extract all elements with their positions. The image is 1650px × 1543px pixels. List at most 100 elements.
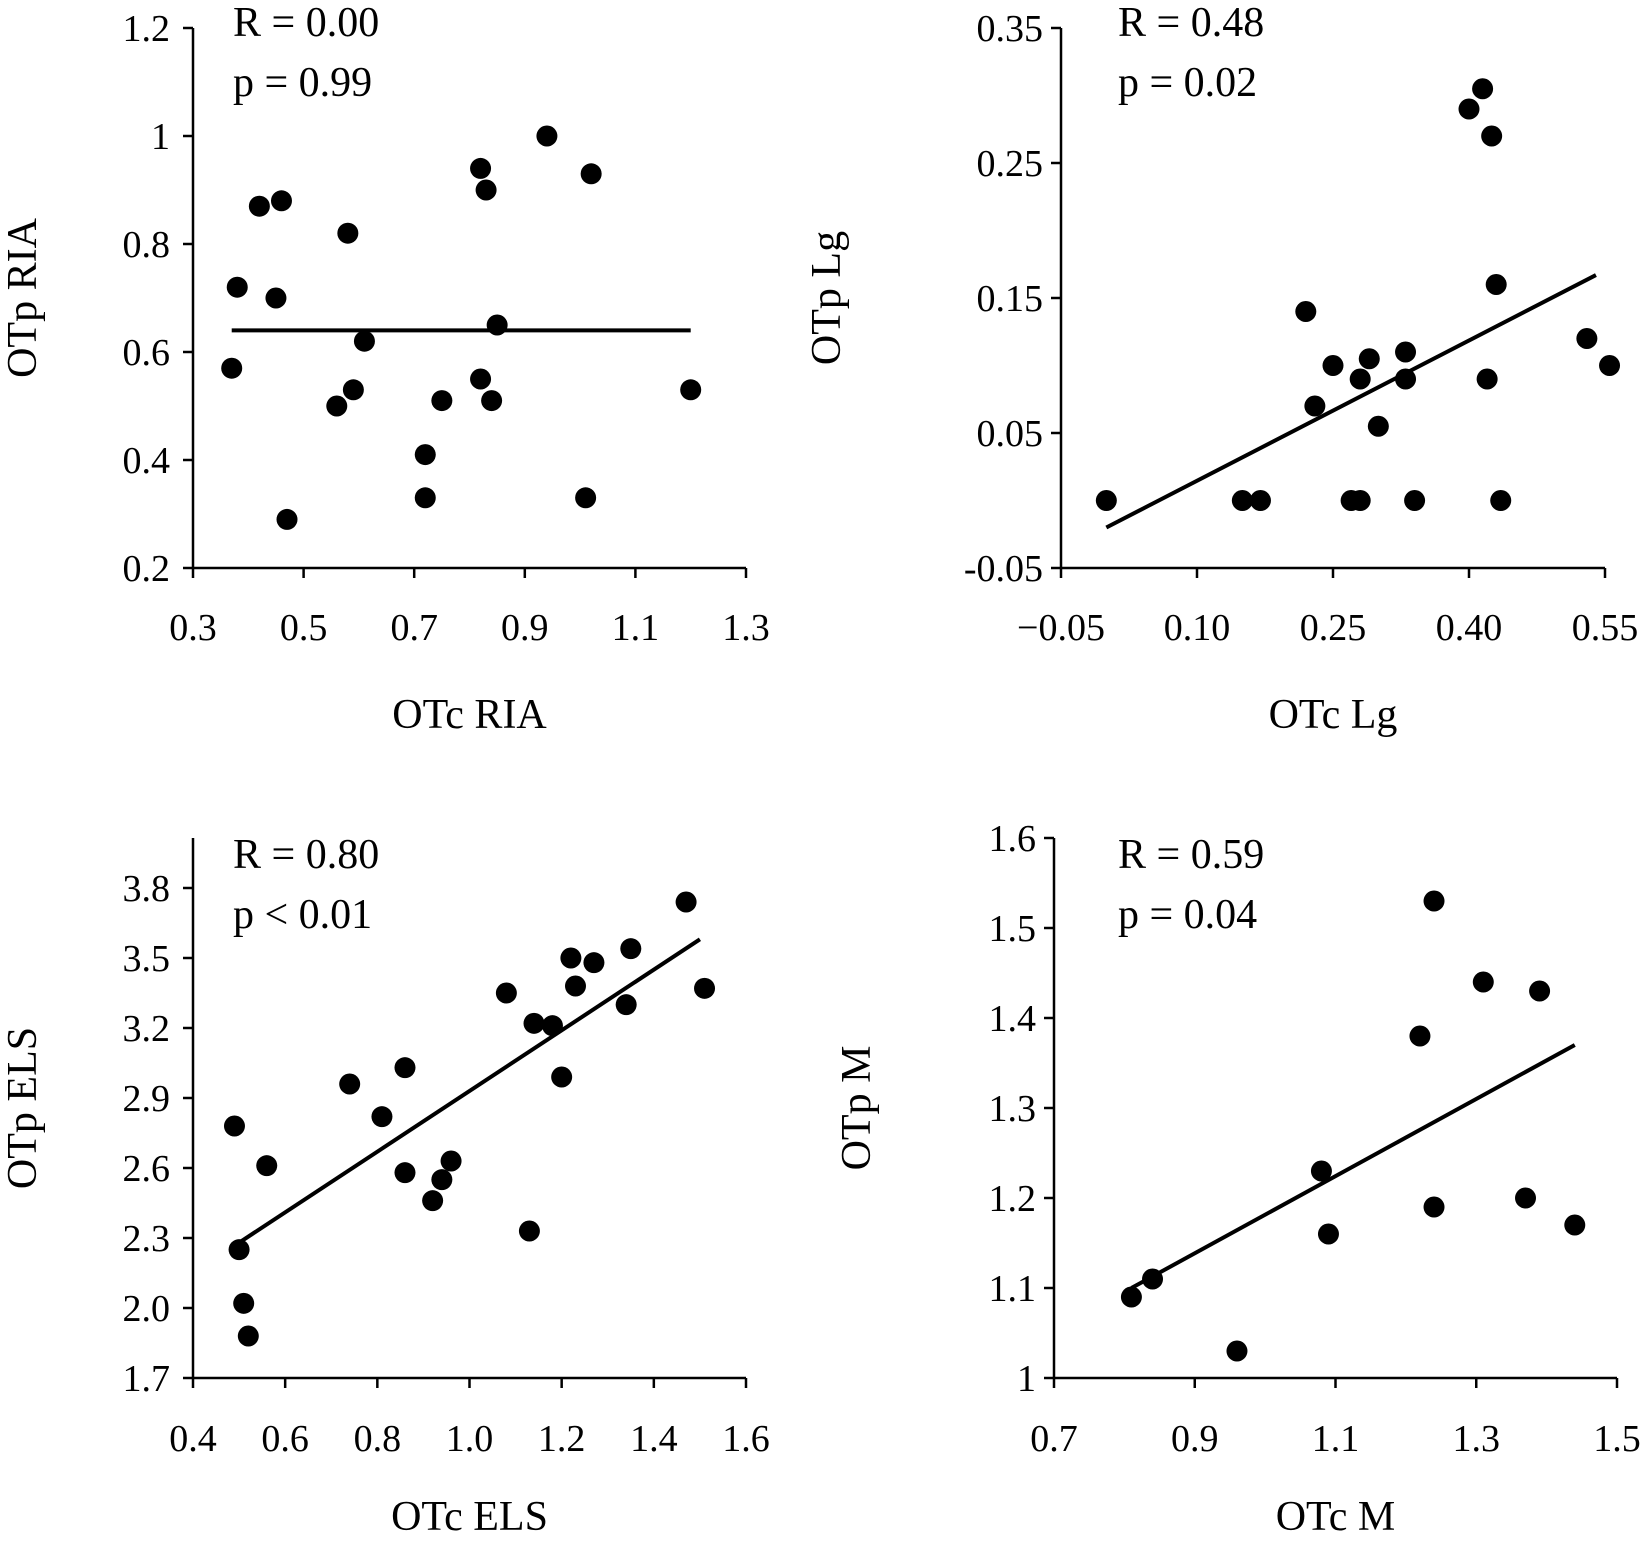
data-point bbox=[326, 395, 348, 417]
data-point bbox=[575, 487, 597, 509]
r-value-label: R = 0.00 bbox=[233, 0, 379, 46]
data-point bbox=[237, 1325, 259, 1347]
y-tick-label: 0.05 bbox=[977, 413, 1044, 455]
y-tick-label: 3.8 bbox=[123, 868, 171, 910]
data-point bbox=[475, 179, 497, 201]
data-point bbox=[470, 368, 492, 390]
data-point bbox=[675, 891, 697, 913]
y-tick-label: 0.15 bbox=[977, 278, 1044, 320]
p-value-label: p = 0.02 bbox=[1118, 60, 1257, 106]
x-tick-label: 0.9 bbox=[1171, 1418, 1219, 1460]
data-point bbox=[536, 125, 558, 147]
data-point bbox=[394, 1162, 416, 1184]
data-point bbox=[470, 157, 492, 179]
data-point bbox=[1395, 341, 1417, 363]
x-tick-label: 0.7 bbox=[390, 607, 438, 649]
y-tick-label: 1.2 bbox=[123, 8, 171, 50]
y-tick-label: 0.8 bbox=[123, 224, 171, 266]
data-point bbox=[580, 163, 602, 185]
x-tick-label: 1.6 bbox=[722, 1418, 770, 1460]
data-point bbox=[221, 357, 243, 379]
data-point bbox=[1304, 395, 1326, 417]
x-tick-label: 0.9 bbox=[501, 607, 549, 649]
x-tick-label: 0.40 bbox=[1436, 607, 1503, 649]
x-tick-label: 1.0 bbox=[446, 1418, 494, 1460]
data-point bbox=[371, 1106, 393, 1128]
x-tick-label: 0.6 bbox=[261, 1418, 309, 1460]
x-axis-title: OTc RIA bbox=[392, 692, 547, 738]
data-point bbox=[339, 1073, 361, 1095]
data-point bbox=[248, 195, 270, 217]
panel-els: 1.7 2.0 2.3 2.6 2.9 3.2 3.5 3.8 0.4 0.6 0.8 1.0 1.2 1… bbox=[0, 832, 770, 1540]
data-point bbox=[276, 508, 298, 530]
data-point bbox=[1142, 1268, 1164, 1290]
data-point bbox=[342, 379, 364, 401]
x-axis-title: OTc M bbox=[1276, 1494, 1396, 1540]
data-point bbox=[1564, 1214, 1586, 1236]
y-tick-label: 1.7 bbox=[123, 1358, 171, 1400]
data-point bbox=[228, 1239, 250, 1261]
trend-line bbox=[237, 937, 702, 1245]
data-point bbox=[223, 1115, 245, 1137]
data-point bbox=[1481, 125, 1503, 147]
data-point bbox=[486, 314, 508, 336]
y-tick-label: 2.0 bbox=[123, 1288, 171, 1330]
y-tick-label: 0.25 bbox=[977, 143, 1044, 185]
x-tick-label: 1.2 bbox=[538, 1418, 586, 1460]
data-point bbox=[414, 487, 436, 509]
data-point bbox=[422, 1190, 444, 1212]
data-point bbox=[1349, 490, 1371, 511]
data-point bbox=[1404, 490, 1426, 511]
y-tick-label: 1.3 bbox=[989, 1088, 1037, 1130]
y-tick-label: 1.2 bbox=[989, 1178, 1037, 1220]
data-point bbox=[233, 1292, 255, 1314]
p-value-label: p = 0.99 bbox=[233, 60, 372, 106]
panel-m: 1 1.1 1.2 1.3 1.4 1.5 1.6 0.7 0.9 1.1 1.3 1.5 OTc M O… bbox=[834, 818, 1641, 1540]
y-tick-label: 2.3 bbox=[123, 1218, 171, 1260]
data-point bbox=[1120, 1286, 1142, 1308]
data-point bbox=[694, 977, 716, 999]
x-tick-label: 0.7 bbox=[1030, 1418, 1078, 1460]
x-axis-title: OTc ELS bbox=[391, 1494, 548, 1540]
x-tick-label: −0.05 bbox=[1017, 607, 1105, 649]
data-point bbox=[1599, 355, 1621, 376]
data-point bbox=[495, 982, 517, 1004]
x-tick-label: 0.25 bbox=[1300, 607, 1367, 649]
data-point bbox=[481, 390, 503, 412]
data-point bbox=[1485, 274, 1507, 295]
y-tick-label: 0.6 bbox=[123, 332, 171, 374]
data-point bbox=[1472, 971, 1494, 993]
data-point bbox=[1529, 980, 1551, 1002]
data-point bbox=[1476, 368, 1498, 390]
data-point bbox=[680, 379, 702, 401]
x-tick-label: 0.5 bbox=[280, 607, 328, 649]
data-point bbox=[1310, 1160, 1332, 1182]
data-point bbox=[1349, 368, 1371, 390]
trend-line bbox=[1130, 1043, 1576, 1290]
data-point bbox=[1249, 490, 1271, 511]
panel-ria: 0.2 0.4 0.6 0.8 1 1.2 0.3 0.5 0.7 0.9 1.1 1.3 OTc RI… bbox=[0, 0, 770, 738]
y-tick-label: 3.2 bbox=[123, 1008, 171, 1050]
data-point bbox=[1472, 78, 1494, 100]
data-point bbox=[1358, 348, 1380, 370]
data-point bbox=[226, 276, 248, 298]
data-point bbox=[1423, 890, 1445, 912]
y-tick-label: 1.6 bbox=[989, 818, 1037, 860]
data-point bbox=[353, 330, 375, 352]
r-value-label: R = 0.59 bbox=[1118, 832, 1264, 878]
y-tick-label: 1.5 bbox=[989, 908, 1037, 950]
data-point bbox=[270, 190, 292, 212]
data-point bbox=[1458, 98, 1480, 120]
x-tick-label: 0.10 bbox=[1164, 607, 1231, 649]
data-point bbox=[1576, 328, 1598, 349]
data-point bbox=[1395, 368, 1417, 390]
y-tick-label: 1.4 bbox=[989, 998, 1037, 1040]
y-axis-title: OTp RIA bbox=[0, 217, 46, 377]
y-tick-label: 2.9 bbox=[123, 1078, 171, 1120]
data-point bbox=[1322, 355, 1344, 376]
y-tick-label: 1 bbox=[151, 116, 170, 158]
trend-line bbox=[1105, 273, 1597, 530]
data-point bbox=[564, 975, 586, 997]
data-point bbox=[523, 1012, 545, 1034]
